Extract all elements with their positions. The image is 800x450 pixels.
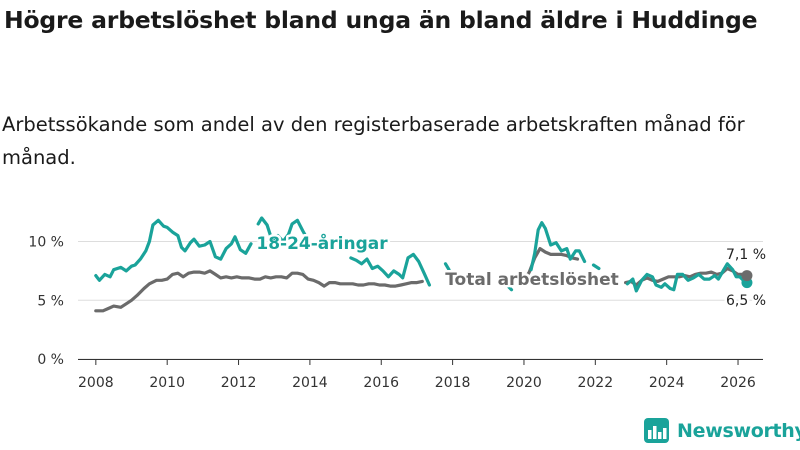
x-axis: 2008 2010 2012 2014 2016 2018 2020 2022 2024 2026 xyxy=(78,359,763,391)
series-line-youth xyxy=(625,262,749,293)
y-tick-label: 10 % xyxy=(28,235,64,251)
x-tick-label: 2018 xyxy=(435,375,471,391)
x-tick-label: 2016 xyxy=(363,375,399,391)
series-label-total: Total arbetslöshet xyxy=(445,270,619,290)
series-line-total xyxy=(94,269,424,313)
gridlines xyxy=(78,241,763,360)
x-tick-label: 2026 xyxy=(720,375,756,391)
series-line-youth xyxy=(506,284,514,292)
end-marker-total xyxy=(741,270,753,282)
x-tick-label: 2022 xyxy=(577,375,613,391)
series-line-youth xyxy=(256,216,310,244)
bar-chart-icon xyxy=(644,418,669,443)
x-tick-label: 2008 xyxy=(78,375,114,391)
x-tick-label: 2014 xyxy=(292,375,328,391)
end-label-total: 7,1 % xyxy=(726,247,766,263)
x-tick-label: 2012 xyxy=(221,375,257,391)
y-tick-label: 0 % xyxy=(37,352,64,368)
series-line-youth xyxy=(529,221,587,272)
newsworthy-logo: Newsworthy xyxy=(644,418,800,443)
x-tick-label: 2024 xyxy=(649,375,685,391)
brand-name: Newsworthy xyxy=(677,419,800,442)
annotations: 18-24-åringar Total arbetslöshet 7,1 % 6,5 … xyxy=(254,230,769,312)
y-axis-labels: 0 % 5 % 10 % xyxy=(28,235,64,369)
series-line-youth xyxy=(591,263,601,271)
series-line-youth xyxy=(349,252,431,287)
x-tick-label: 2020 xyxy=(506,375,542,391)
x-tick-label: 2010 xyxy=(149,375,185,391)
chart-title: Högre arbetslöshet bland unga än bland ä… xyxy=(4,6,758,34)
chart-subtitle: Arbetssökande som andel av den registerb… xyxy=(2,113,745,169)
series-line-youth xyxy=(94,218,253,282)
y-tick-label: 5 % xyxy=(37,293,64,309)
series-line-total xyxy=(624,266,749,287)
series-label-youth: 18-24-åringar xyxy=(256,232,388,254)
series-line-youth xyxy=(443,262,451,272)
series-lines xyxy=(94,216,753,313)
end-label-youth: 6,5 % xyxy=(726,293,766,309)
